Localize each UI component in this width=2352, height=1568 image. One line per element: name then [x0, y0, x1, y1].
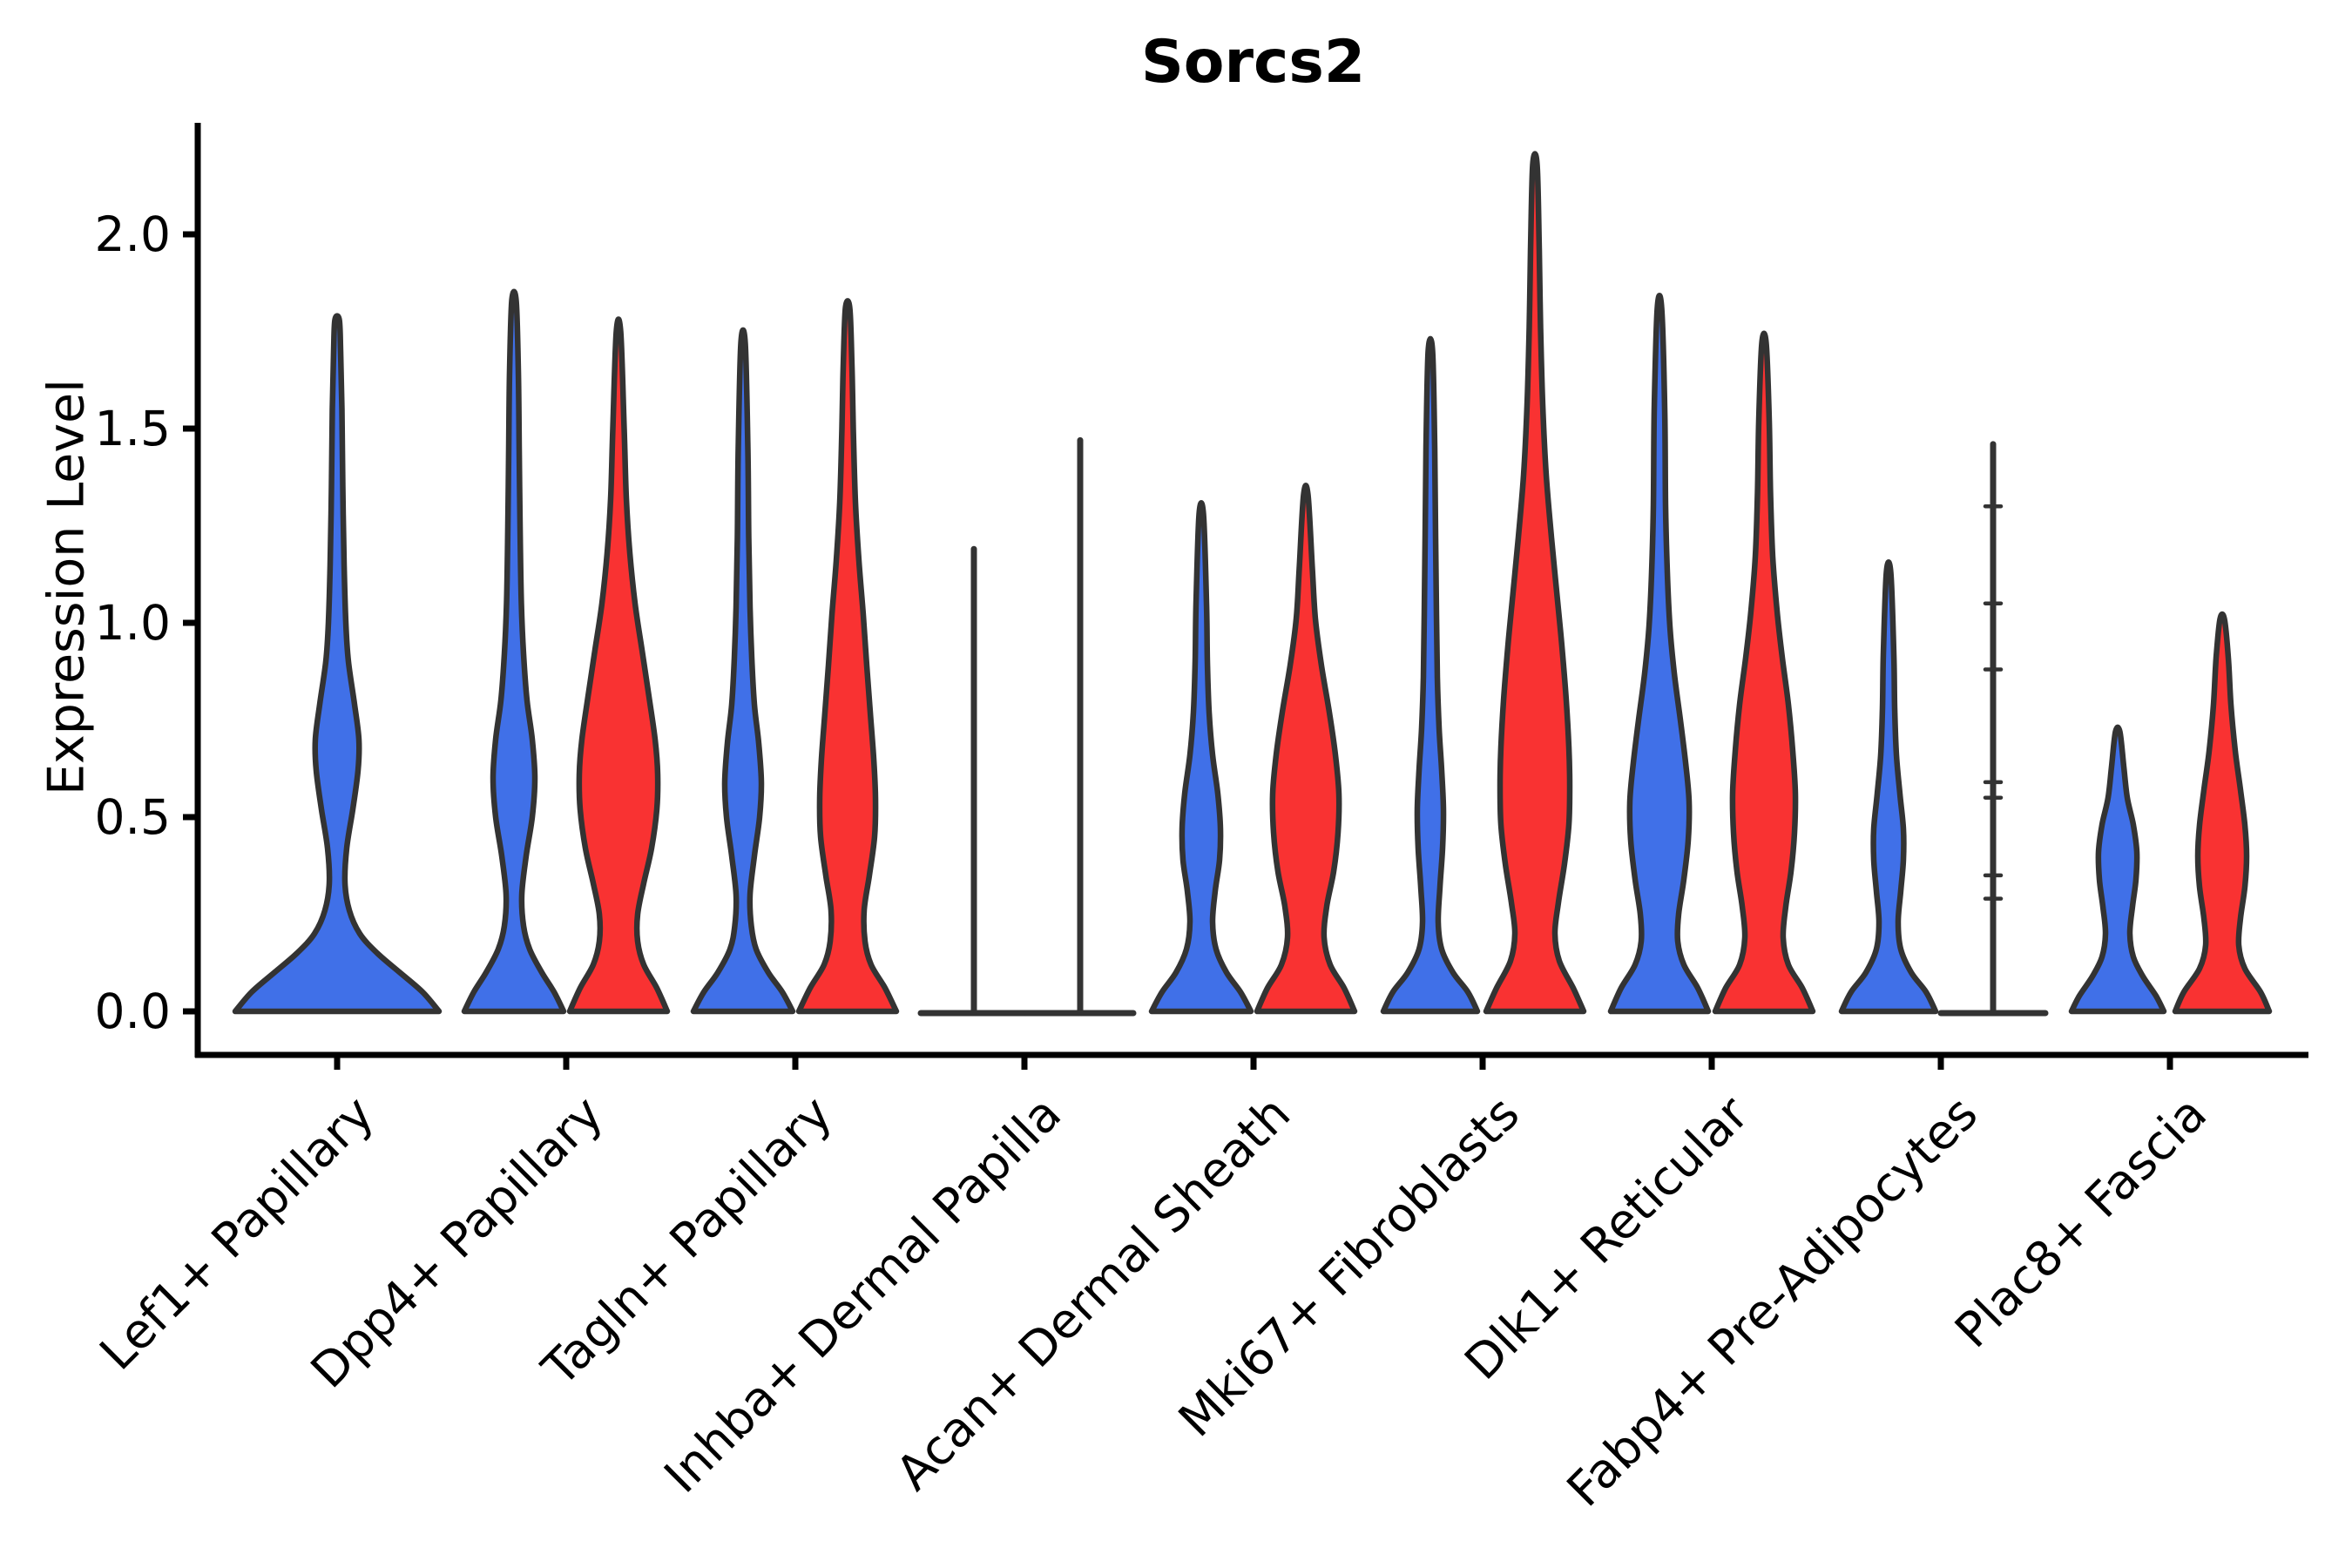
violin-dlk1-reticular-red [1712, 330, 1816, 1015]
violin-acan-dermal-sheath-blue [1148, 500, 1254, 1015]
violin-tagln-papillary-blue [690, 327, 796, 1015]
x-category-label: Inhba+ Dermal Papilla [653, 1085, 1071, 1504]
x-category-label: Fabp4+ Pre-Adipocytes [1556, 1085, 1988, 1517]
violin-mki67-fibroblasts-red [1483, 151, 1587, 1015]
violin-acan-dermal-sheath-red [1254, 482, 1358, 1015]
y-axis-label: Expression Level [37, 379, 96, 795]
violin-dlk1-reticular-blue [1607, 292, 1712, 1015]
violin-tagln-papillary-red [795, 298, 900, 1015]
violin-mki67-fibroblasts-blue [1380, 335, 1481, 1015]
y-tick-label: 0.5 [95, 789, 171, 845]
chart-title: Sorcs2 [1140, 28, 1366, 97]
violin-plac8-fascia-red [2172, 611, 2273, 1015]
y-tick-label: 1.0 [95, 595, 171, 651]
y-tick-label: 1.5 [95, 401, 171, 456]
x-category-label: Acan+ Dermal Sheath [885, 1085, 1301, 1501]
y-tick-label: 2.0 [95, 206, 171, 262]
violin-lef1-papillary-blue [232, 313, 443, 1015]
violin-plac8-fascia-blue [2068, 724, 2167, 1015]
violin-dpp4-papillary-red [566, 316, 671, 1015]
violin-fabp4-pre-adipocytes-blue [1838, 559, 1939, 1015]
y-tick-label: 0.0 [95, 983, 171, 1039]
violin-dpp4-papillary-blue [461, 288, 567, 1015]
